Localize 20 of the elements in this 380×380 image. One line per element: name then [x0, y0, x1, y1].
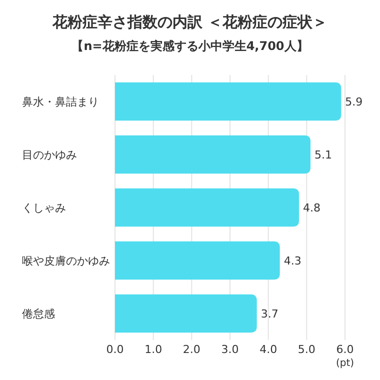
xtick: 4.0 [260, 343, 278, 356]
ytick: 鼻水・鼻詰まり [22, 96, 99, 108]
xtick: 0.0 [106, 343, 124, 356]
ytick: 倦怠感 [22, 308, 55, 320]
data-label: 5.1 [314, 148, 332, 162]
data-label: 3.7 [260, 308, 278, 320]
ytick: 目のかゆみ [22, 148, 77, 162]
ytick: 喉や皮膚のかゆみ [22, 254, 110, 268]
xtick: 5.0 [298, 343, 316, 356]
data-label: 4.3 [284, 254, 302, 268]
xtick: 3.0 [221, 343, 239, 356]
ytick: くしゃみ [22, 202, 66, 214]
data-label: 5.9 [345, 96, 363, 108]
data-label: 4.8 [303, 202, 320, 214]
xlabel: (pt) [336, 358, 354, 369]
xtick: 6.0 [336, 343, 354, 356]
xtick: 2.0 [182, 343, 200, 356]
xtick: 1.0 [144, 343, 162, 356]
subtitle: 【n=花粉症を実感する小中学生4,700人】 [72, 39, 308, 53]
title: 花粉症辛さ指数の内訳 ＜花粉症の症状＞ [52, 13, 328, 31]
